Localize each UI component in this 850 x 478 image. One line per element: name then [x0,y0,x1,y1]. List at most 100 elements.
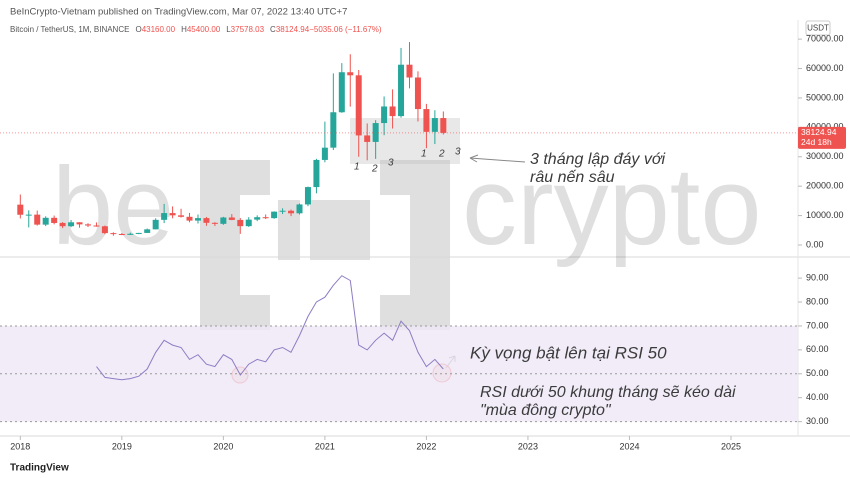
candle-body [389,106,396,117]
y-tick-label: 30000.00 [806,151,844,161]
candle-body [93,225,100,227]
rsi-band [0,325,798,422]
annotation: 3 [388,158,394,169]
annotation: RSI dưới 50 khung tháng sẽ kéo dài [480,384,736,401]
last-price-label: 38124.94 [801,127,837,137]
y-tick-label: 10000.00 [806,210,844,220]
candle-body [25,214,32,216]
legend: Bitcoin / TetherUS, 1M, BINANCE O43160.00… [10,25,382,34]
ohlc-key: L [226,25,231,34]
candle-body [330,112,337,148]
ohlc-value: 38124.94 [276,25,310,34]
y-tick-label: 60.00 [806,344,829,354]
y-tick-label: 50.00 [806,368,829,378]
candle-body [152,219,159,230]
ohlc-key: C [270,25,276,34]
candle-body [51,217,58,223]
annotation: Kỳ vọng bật lên tại RSI 50 [470,343,667,362]
x-tick-label: 2021 [315,441,335,451]
y-tick-label: 0.00 [806,239,824,249]
x-tick-label: 2023 [518,441,538,451]
last-price-box [798,126,846,149]
candle-body [110,233,117,235]
candle-body [271,211,278,219]
candle-body [313,159,320,188]
candle-body [245,219,252,227]
watermark-text: crypto [462,145,762,268]
ohlc-value: 43160.00 [142,25,176,34]
y-tick-label: 80.00 [806,296,829,306]
candle-body [127,233,134,235]
candle-body [364,135,371,142]
candle-body [304,187,311,205]
candle-body [254,217,261,220]
annotation: 3 [455,147,461,158]
candle-body [440,118,447,133]
candle-body [84,224,91,226]
candle-body [262,217,269,219]
annotation-arrow [469,157,526,163]
candle-body [423,109,430,132]
ohlc-key: O [135,25,141,34]
candle-body [237,219,244,227]
candle-body [220,217,227,224]
candle-body [296,204,303,214]
candle-body [178,215,185,217]
candle-body [34,214,41,225]
candle-body [321,147,328,160]
annotation: 1 [354,162,360,173]
watermark-logo [200,160,450,330]
candle-body [203,218,210,223]
countdown: 24d 18h [801,137,832,147]
rsi-line [96,275,444,381]
annotation: "mùa đông crypto" [480,402,612,419]
currency-box [805,20,831,36]
candle-body [194,218,201,221]
candle-body [42,217,49,225]
annotation: râu nến sâu [530,169,615,186]
x-tick-label: 2022 [416,441,436,451]
candle-body [414,77,421,110]
annotation-arrowhead [469,154,479,163]
candle-body [144,229,151,233]
candle-body [135,232,142,234]
candle-body [161,213,168,220]
annotation: 2 [438,149,445,160]
annotation: 2 [371,164,378,175]
currency: USDT [807,24,829,33]
annotation: 3 tháng lập đáy với [530,151,666,168]
candle-body [169,213,176,216]
candle-body [118,233,125,235]
y-tick-label: 60000.00 [806,63,844,73]
candle-body [406,64,413,78]
y-tick-label: 20000.00 [806,181,844,191]
y-tick-label: 50000.00 [806,92,844,102]
candle-body [17,204,24,215]
candle-body [398,64,405,117]
x-tick-label: 2018 [10,441,30,451]
x-tick-label: 2024 [619,441,639,451]
ohlc-value: 45400.00 [187,25,221,34]
footer-logo: TradingView [10,463,69,474]
ohlc-value: −5035.06 (−11.67%) [309,25,382,34]
y-tick-label: 70.00 [806,320,829,330]
y-tick-label: 90.00 [806,272,829,282]
y-tick-label: 30.00 [806,416,829,426]
candle-body [355,75,362,136]
candle-body [288,210,295,214]
y-tick-label: 70000.00 [806,33,844,43]
candle-body [431,118,438,132]
y-tick-label: 40.00 [806,392,829,402]
candle-body [101,226,108,234]
y-tick-label: 40000.00 [806,122,844,132]
watermark-text: be [52,145,174,268]
x-tick-label: 2025 [721,441,741,451]
candle-body [59,222,66,227]
ohlc-value: 37578.03 [231,25,265,34]
candle-body [186,216,193,221]
candle-body [381,106,388,124]
candle-body [68,222,75,227]
candle-body [279,210,286,212]
x-tick-label: 2020 [213,441,233,451]
